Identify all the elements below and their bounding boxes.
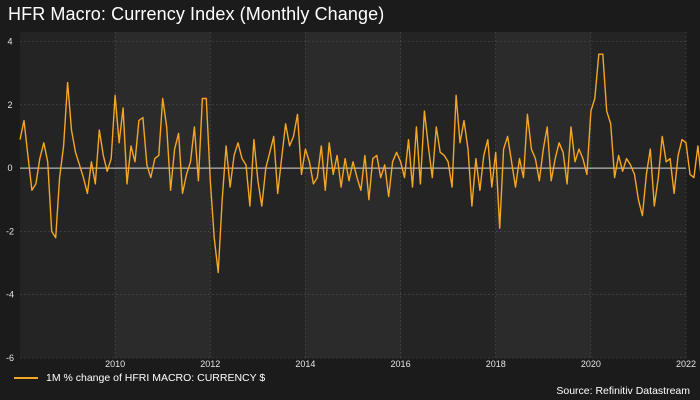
y-tick-label: -2 [6, 226, 14, 236]
x-tick-label: 2020 [581, 359, 601, 369]
y-tick-label: 2 [7, 100, 12, 110]
x-axis-tick-labels: 2010 2012 2014 2016 2018 2020 2022 [105, 359, 696, 369]
plot-band [305, 32, 401, 358]
x-tick-label: 2010 [105, 359, 125, 369]
source-note: Source: Refinitiv Datastream [556, 385, 690, 397]
legend-swatch [14, 377, 38, 379]
legend: 1M % change of HFRI MACRO: CURRENCY $ [14, 372, 265, 384]
y-axis-tick-labels: 4 2 0 -2 -4 -6 [6, 36, 14, 363]
plot-band [20, 32, 116, 358]
plot-band [115, 32, 211, 358]
x-tick-label: 2014 [295, 359, 315, 369]
y-tick-label: -4 [6, 290, 14, 300]
x-tick-label: 2012 [200, 359, 220, 369]
x-tick-label: 2022 [676, 359, 696, 369]
plot-background [20, 32, 686, 358]
y-tick-label: 4 [7, 36, 12, 46]
plot-band [590, 32, 686, 358]
y-tick-label: -6 [6, 353, 14, 363]
x-tick-label: 2016 [391, 359, 411, 369]
series-line-group [19, 53, 700, 274]
plot-band [495, 32, 591, 358]
series-line [19, 53, 700, 274]
y-tick-label: 0 [7, 163, 12, 173]
legend-label: 1M % change of HFRI MACRO: CURRENCY $ [46, 372, 266, 384]
plot-band [210, 32, 306, 358]
plot-band [400, 32, 496, 358]
x-tick-label: 2018 [486, 359, 506, 369]
chart-title: HFR Macro: Currency Index (Monthly Chang… [8, 4, 385, 24]
